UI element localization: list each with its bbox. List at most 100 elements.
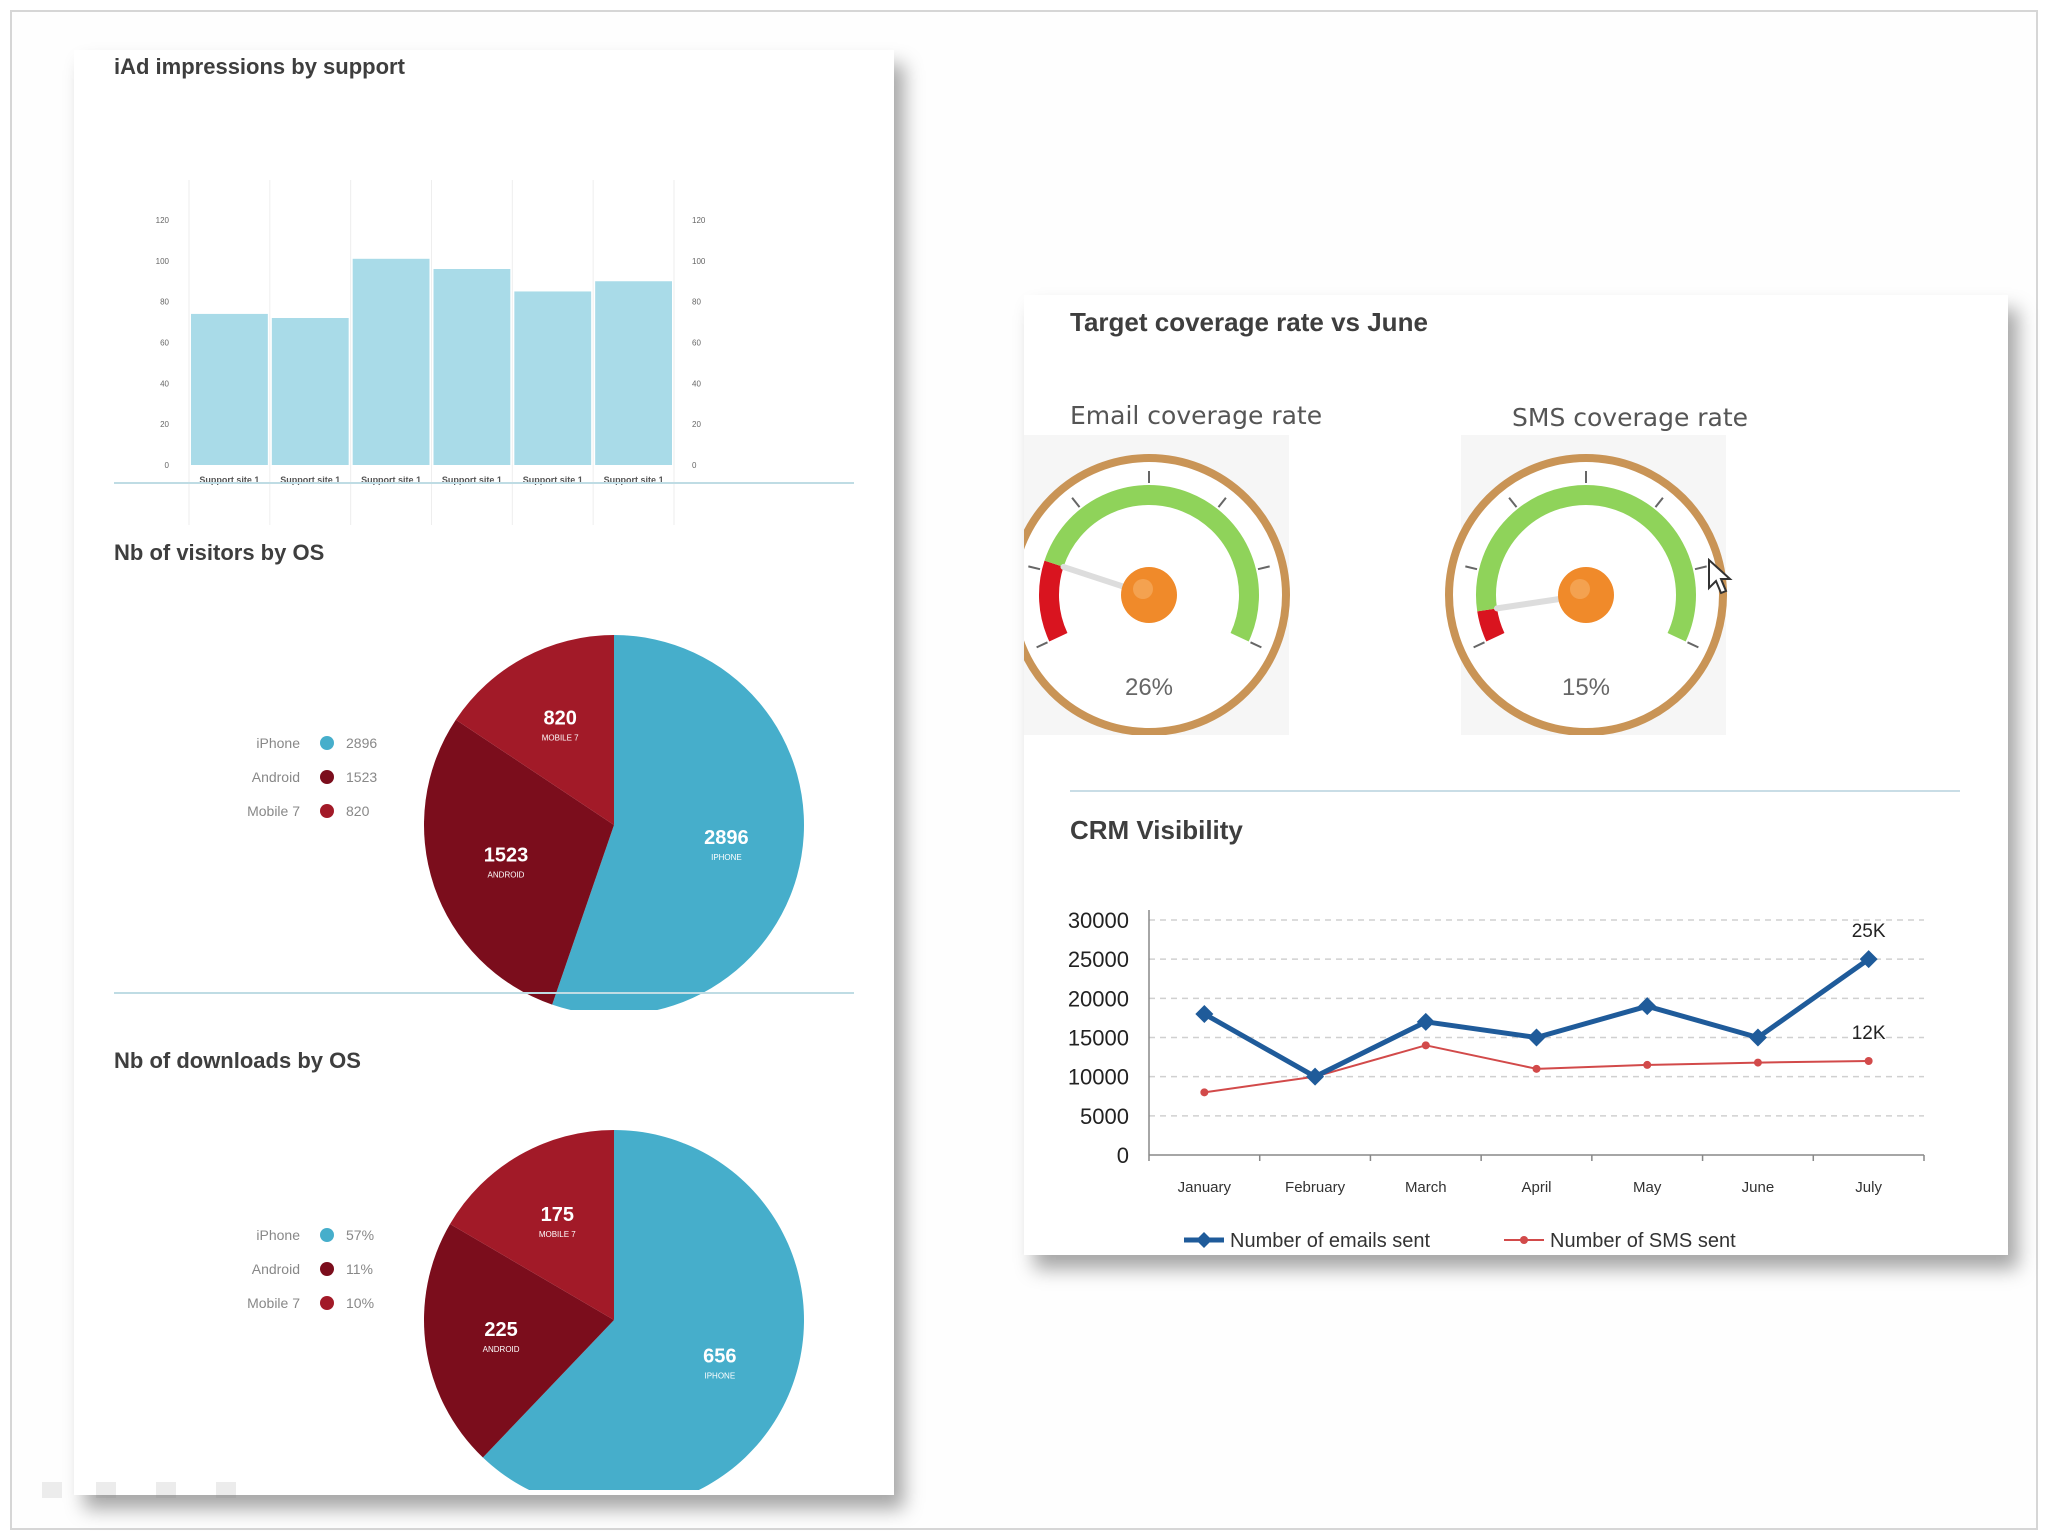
x-tick-label: January [1178,1179,1232,1196]
legend-value: 820 [346,803,370,819]
pie-slice-value-label: 1523 [484,844,529,866]
bar-category-label: Support site 1 [604,475,664,485]
bar-category-label: Support site 1 [523,475,583,485]
visitors-chart-title: Nb of visitors by OS [114,540,325,565]
legend-label: iPhone [256,1227,300,1243]
y-tick-label-left: 40 [160,379,169,388]
x-tick-label: July [1855,1179,1882,1196]
legend-value: 10% [346,1295,374,1311]
x-tick-label: May [1633,1179,1662,1196]
y-tick-label-left: 120 [156,216,170,225]
pie-slice-sublabel: IPHONE [711,853,742,862]
y-tick-label-left: 60 [160,339,169,348]
gauge-tick [1465,565,1478,571]
pie-slice [455,635,614,825]
pie-slice [424,719,614,1005]
x-tick-label: April [1521,1179,1551,1196]
series-marker [1195,1005,1214,1023]
legend-marker [1196,1232,1212,1248]
bar [433,269,511,465]
mouse-cursor-icon [1708,558,1733,595]
series-end-label: 25K [1852,921,1886,942]
bar-category-label: Support site 1 [442,475,502,485]
gauge-tick [1257,565,1270,571]
y-tick-label: 20000 [1068,986,1129,1011]
y-tick-label-left: 20 [160,420,169,429]
legend-swatch [320,1228,334,1242]
faded-toolbar-icons [42,1482,236,1498]
pie-slice [424,1224,614,1458]
bar-category-label: Support site 1 [280,475,340,485]
series-marker [1859,950,1878,969]
series-marker [1527,1028,1546,1047]
gauge-tick [1028,565,1041,571]
series-marker [1416,1012,1435,1031]
gauge-tick [1694,565,1707,571]
legend-swatch [320,1262,334,1276]
target-coverage-title: Target coverage rate vs June [1070,307,1428,337]
pie-slice-value-label: 2896 [704,827,749,849]
gauge-tick [1654,497,1664,508]
gauge-green-arc [1476,485,1696,642]
series-marker [1532,1064,1541,1073]
divider [1070,790,1960,792]
bar [595,281,672,465]
pie-slice [450,1130,614,1320]
email-gauge-title: Email coverage rate [1070,401,1323,430]
y-tick-label: 15000 [1068,1026,1129,1051]
gauge-tick [1508,497,1518,508]
sms-gauge-title: SMS coverage rate [1512,403,1749,432]
downloads-pie-chart: 656 IPHONE 225 ANDROID 175 MOBILE 7 iPhone 57% A… [247,1130,804,1490]
y-tick-label-left: 80 [160,298,169,307]
y-tick-label: 30000 [1068,908,1129,933]
y-tick-label-right: 80 [692,298,701,307]
pie-slice-value-label: 175 [541,1204,574,1226]
downloads-chart-title: Nb of downloads by OS [114,1048,361,1073]
legend-swatch [320,736,334,750]
series-line [1203,957,1871,1080]
legend-swatch [320,804,334,818]
pie-slice-sublabel: MOBILE 7 [539,1230,576,1239]
series-end-label: 12K [1852,1023,1886,1044]
pie-slice-sublabel: ANDROID [483,1345,520,1354]
series-marker [1864,1057,1873,1065]
gauge-tick [1071,497,1081,508]
legend-label: Number of emails sent [1230,1230,1431,1252]
visitors-pie-chart: 2896 IPHONE 1523 ANDROID 820 MOBILE 7 iPhone 28… [247,635,804,1010]
gauge-knob-highlight [1570,579,1590,599]
y-tick-label-left: 100 [156,257,170,266]
bar [352,258,430,465]
pie-slice-sublabel: IPHONE [704,1371,735,1380]
legend-swatch [320,770,334,784]
x-tick-label: June [1742,1179,1775,1196]
legend-value: 2896 [346,735,377,751]
bar [191,313,268,465]
left-dashboard-panel: iAd impressions by support Support site … [74,50,894,1495]
divider [114,992,854,994]
pie-slice-value-label: 820 [543,708,576,730]
gauge-value-label: 15% [1562,674,1610,701]
coverage-gauges: 26% 15% [1024,435,1727,735]
legend-label: iPhone [256,735,300,751]
legend-value: 57% [346,1227,374,1243]
legend-label: Mobile 7 [247,1295,300,1311]
crm-visibility-title: CRM Visibility [1070,815,1243,845]
gauge-red-arc [1477,608,1505,642]
legend-value: 11% [346,1261,373,1277]
pie-slice-value-label: 656 [703,1345,736,1367]
gauge-value-label: 26% [1125,674,1173,701]
legend-label: Number of SMS sent [1550,1230,1736,1252]
y-tick-label: 25000 [1068,947,1129,972]
gauge-tick [1687,641,1699,649]
gauge-tick [1250,641,1262,649]
pie-slice-sublabel: ANDROID [488,870,525,879]
gauge-knob-highlight [1133,579,1153,599]
iad-chart-title: iAd impressions by support [114,54,405,79]
series-marker [1753,1058,1762,1067]
divider [114,482,854,484]
pie-slice [482,1130,804,1490]
x-tick-label: March [1405,1179,1447,1196]
bar-category-label: Support site 1 [199,475,259,485]
y-tick-label: 5000 [1080,1104,1129,1129]
y-tick-label-right: 120 [692,216,706,225]
